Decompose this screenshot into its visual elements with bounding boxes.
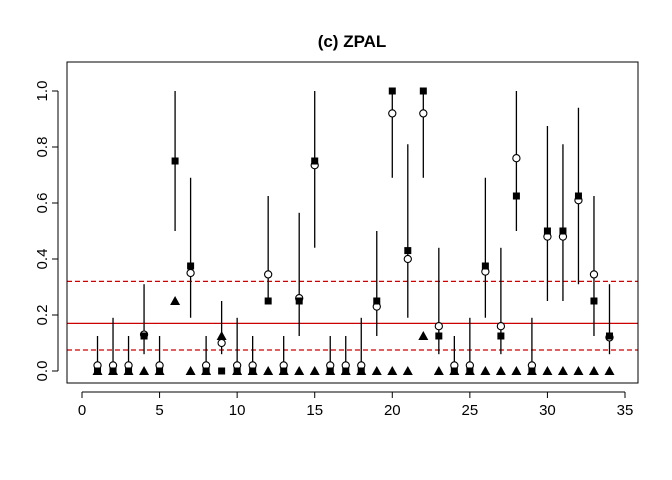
circle-point: [496, 322, 506, 331]
square-point: [109, 367, 117, 375]
triangle-point: [263, 366, 274, 375]
square-point: [497, 332, 505, 340]
square-point: [528, 367, 536, 375]
chart-title: (c) ZPAL: [318, 32, 387, 51]
plot-frame: [66, 61, 639, 384]
square-point: [574, 192, 582, 200]
triangle-point: [480, 366, 491, 375]
x-tick-label: 35: [617, 402, 634, 419]
square-point: [249, 367, 257, 375]
triangle-point: [604, 366, 615, 375]
y-tick-label: 0.6: [34, 193, 51, 214]
square-point: [264, 297, 272, 305]
x-tick-label: 15: [306, 402, 323, 419]
square-point: [156, 367, 164, 375]
circle-point: [419, 109, 428, 118]
circle-point: [512, 154, 521, 163]
triangle-point: [542, 366, 553, 375]
triangle-point: [309, 366, 320, 375]
y-tick-label: 0.4: [34, 249, 51, 270]
triangle-point: [387, 366, 398, 375]
triangle-point: [402, 366, 413, 375]
x-tick-label: 10: [229, 402, 246, 419]
square-point: [466, 367, 474, 375]
square-point: [218, 367, 226, 375]
plot-area: 0 5 10 15 20 25 30 35 0.0 0.2 0.4 0.6 0.8 1.0: [34, 61, 639, 419]
square-point: [481, 262, 489, 270]
square-point: [311, 157, 319, 165]
triangle-point: [557, 366, 568, 375]
square-point: [450, 367, 458, 375]
circle-point: [589, 270, 599, 279]
triangle-point: [573, 366, 584, 375]
square-point: [373, 297, 381, 305]
square-point: [404, 247, 412, 255]
square-point: [388, 87, 396, 95]
triangle-point: [139, 366, 150, 375]
square-point: [125, 367, 133, 375]
y-tick-label: 0.2: [34, 305, 51, 326]
square-point: [187, 262, 195, 270]
circle-point: [217, 338, 226, 348]
square-point: [171, 157, 179, 165]
circle-point: [388, 109, 397, 118]
square-point: [559, 227, 567, 235]
triangle-point: [495, 366, 506, 375]
x-tick-label: 30: [539, 402, 556, 419]
triangle-point: [294, 366, 305, 375]
x-tick-label: 5: [155, 402, 163, 419]
y-tick-label: 0.0: [34, 361, 51, 382]
square-point: [342, 367, 350, 375]
square-point: [295, 297, 303, 305]
triangle-point: [216, 331, 227, 340]
triangle-point: [371, 366, 382, 375]
square-point: [590, 297, 598, 305]
square-point: [435, 332, 443, 340]
circle-point: [403, 254, 412, 264]
square-point: [419, 87, 427, 95]
x-tick-label: 25: [462, 402, 479, 419]
circle-point: [264, 270, 273, 279]
triangle-point: [418, 331, 429, 340]
square-point: [605, 332, 613, 340]
circle-point: [434, 322, 443, 331]
square-point: [543, 227, 551, 235]
triangle-point: [170, 296, 181, 305]
x-tick-label: 20: [384, 402, 401, 419]
square-point: [140, 332, 148, 340]
y-tick-label: 0.8: [34, 137, 51, 158]
circle-point: [186, 268, 195, 278]
square-point: [326, 367, 334, 375]
triangle-point: [588, 366, 599, 375]
square-point: [202, 367, 210, 375]
triangle-point: [433, 366, 444, 375]
square-point: [94, 367, 102, 375]
square-point: [280, 367, 288, 375]
y-tick-label: 1.0: [34, 81, 51, 102]
square-point: [233, 367, 241, 375]
square-point: [357, 367, 365, 375]
triangle-point: [185, 366, 196, 375]
x-tick-label: 0: [78, 402, 86, 419]
square-point: [512, 192, 520, 200]
triangle-point: [511, 366, 522, 375]
